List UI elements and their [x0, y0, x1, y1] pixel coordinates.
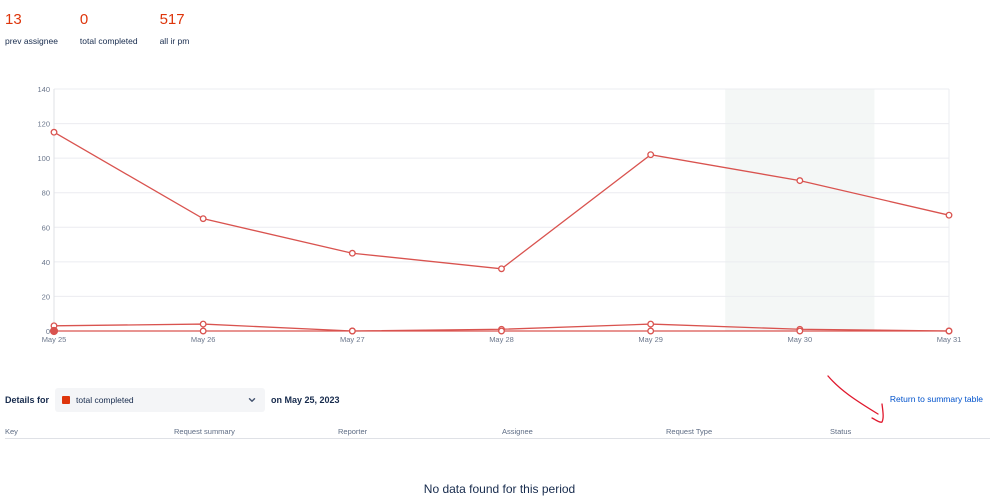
x-tick-label: May 28	[489, 335, 514, 344]
data-point[interactable]	[199, 327, 207, 335]
series-select[interactable]: total completed	[55, 388, 266, 412]
stat-label: total completed	[79, 36, 138, 46]
stat-value: 517	[159, 11, 185, 28]
stat-label: prev assignee	[5, 36, 58, 46]
data-point[interactable]	[498, 265, 505, 273]
x-tick-label: May 25	[42, 335, 67, 344]
column-header-reporter[interactable]: Reporter	[338, 427, 368, 436]
empty-state-message: No data found for this period	[423, 482, 576, 496]
line-chart: 0 20 40 60 80 100 120 140 May 25 May 26 May 27 May …	[37, 85, 962, 344]
data-point[interactable]	[945, 327, 953, 335]
stat-value: 0	[79, 11, 89, 28]
y-tick-label: 40	[42, 258, 50, 267]
y-tick-label: 20	[42, 292, 50, 301]
data-point[interactable]	[647, 151, 655, 159]
data-point[interactable]	[796, 327, 804, 335]
x-tick-label: May 31	[937, 335, 962, 344]
stat-value: 13	[5, 11, 22, 28]
column-header-assignee[interactable]: Assignee	[502, 427, 533, 436]
y-tick-label: 100	[37, 154, 50, 163]
stats-row: 13 prev assignee 0 total completed 517 a…	[5, 10, 211, 46]
data-point[interactable]	[498, 327, 505, 335]
x-tick-label: May 27	[340, 335, 365, 344]
y-tick-label: 120	[37, 120, 50, 129]
data-point[interactable]	[50, 128, 58, 136]
stat-total-completed[interactable]: 0 total completed	[80, 10, 138, 46]
table-header: Key Request summary Reporter Assignee Re…	[5, 425, 990, 439]
stat-prev-assignee[interactable]: 13 prev assignee	[5, 10, 58, 46]
data-point[interactable]	[199, 320, 207, 328]
stat-all-ir-pm[interactable]: 517 all ir pm	[160, 10, 190, 46]
y-tick-label: 80	[42, 189, 50, 198]
column-header-key[interactable]: Key	[5, 427, 18, 436]
data-point[interactable]	[199, 215, 207, 223]
data-point[interactable]	[647, 327, 655, 335]
y-tick-label: 60	[42, 223, 50, 232]
series-select-value: total completed	[76, 395, 134, 405]
hand-drawn-arrow-annotation	[827, 375, 884, 423]
series-swatch	[62, 396, 71, 404]
details-label: Details for	[5, 395, 50, 405]
x-tick-label: May 26	[191, 335, 216, 344]
highlight-band	[725, 89, 875, 331]
selected-data-point[interactable]	[49, 326, 59, 336]
column-header-request-type[interactable]: Request Type	[666, 427, 713, 436]
column-header-request-summary[interactable]: Request summary	[174, 427, 235, 436]
data-point[interactable]	[647, 320, 655, 328]
x-tick-label: May 29	[638, 335, 663, 344]
y-tick-label: 0	[46, 327, 50, 336]
data-point[interactable]	[796, 177, 804, 185]
chevron-down-icon	[248, 398, 256, 402]
return-to-summary-link[interactable]: Return to summary table	[889, 394, 983, 404]
details-bar: Details for total completed on May 25, 2…	[5, 388, 340, 412]
column-header-status[interactable]: Status	[830, 427, 852, 436]
data-point[interactable]	[945, 211, 953, 219]
stat-label: all ir pm	[159, 36, 190, 46]
y-tick-label: 140	[37, 85, 50, 94]
data-point[interactable]	[348, 327, 356, 335]
data-point[interactable]	[348, 249, 356, 257]
details-date: on May 25, 2023	[271, 395, 340, 405]
x-tick-label: May 30	[788, 335, 813, 344]
